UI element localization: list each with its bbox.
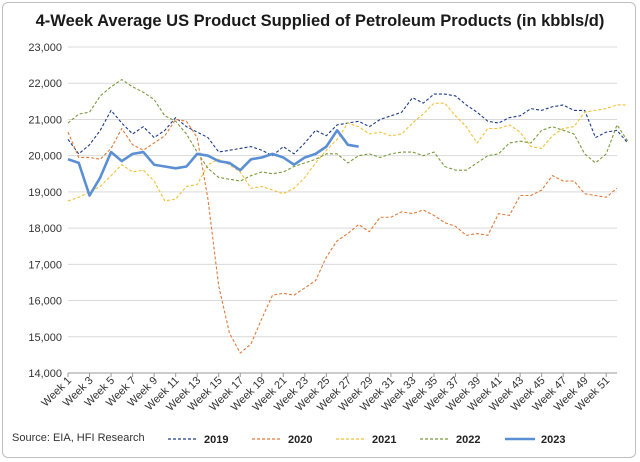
chart-title: 4-Week Average US Product Supplied of Pe…	[35, 12, 605, 30]
series-line-2020	[67, 118, 618, 354]
y-tick-label: 16,000	[28, 296, 62, 308]
legend-label-2021: 2021	[372, 434, 396, 446]
series-line-2022	[67, 79, 629, 182]
y-tick-label: 23,000	[28, 42, 62, 54]
legend-label-2022: 2022	[456, 434, 480, 446]
y-tick-label: 20,000	[28, 151, 62, 163]
source-note: Source: EIA, HFI Research	[12, 432, 145, 444]
legend-label-2019: 2019	[204, 434, 228, 446]
series-line-2021	[67, 102, 628, 202]
legend-label-2023: 2023	[541, 434, 565, 446]
y-tick-label: 14,000	[28, 368, 62, 380]
y-tick-label: 22,000	[28, 78, 62, 90]
chart-frame	[2, 2, 636, 458]
legend-label-2020: 2020	[288, 434, 312, 446]
y-tick-label: 19,000	[28, 187, 62, 199]
y-tick-label: 18,000	[28, 223, 62, 235]
y-tick-label: 15,000	[28, 332, 62, 344]
y-tick-label: 17,000	[28, 259, 62, 271]
series-line-2023	[67, 129, 359, 197]
y-tick-label: 21,000	[28, 114, 62, 126]
